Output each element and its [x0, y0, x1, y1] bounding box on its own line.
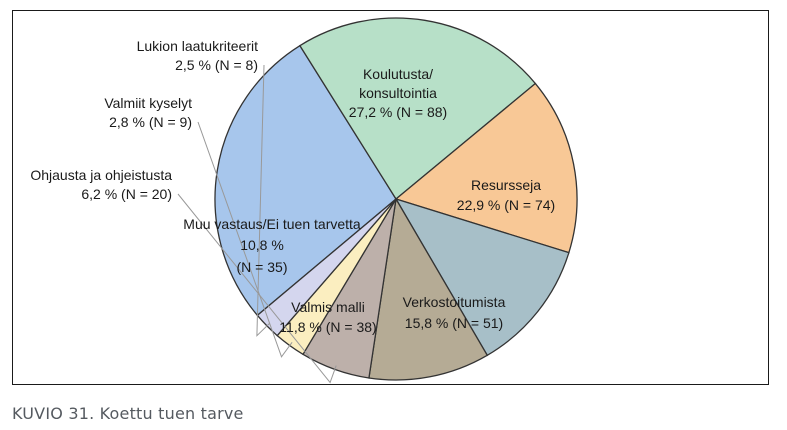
- slice-value-5: 6,2 % (N = 20): [81, 186, 172, 202]
- leader-line-7: [256, 64, 271, 337]
- slice-value-1: 22,9 % (N = 74): [457, 197, 555, 213]
- figure-caption: KUVIO 31. Koettu tuen tarve: [12, 404, 244, 423]
- slice-label-4-0: Muu vastaus/Ei tuen tarvetta: [183, 216, 361, 232]
- slice-label-2-0: Verkostoitumista: [403, 294, 506, 310]
- slice-value-0: 27,2 % (N = 88): [349, 104, 447, 120]
- slice-label-0-1: konsultointia: [359, 85, 437, 101]
- pie-slice-0: [214, 44, 397, 317]
- pie-slice-1: [298, 17, 537, 200]
- slice-value-6: 2,8 % (N = 9): [109, 114, 192, 130]
- slice-value-3: 11,8 % (N = 38): [279, 319, 376, 335]
- slice-label-7-0: Lukion laatukriteerit: [137, 38, 259, 54]
- slice-value-2: 15,8 % (N = 51): [405, 315, 503, 331]
- slice-label-1-0: Resursseja: [471, 177, 541, 193]
- slice-value-7: 2,5 % (N = 8): [175, 57, 258, 73]
- leader-line-5: [177, 193, 337, 384]
- pie-slice-4: [368, 197, 489, 381]
- slice-label-6-0: Valmiit kyselyt: [104, 95, 192, 111]
- slice-label-3-0: Valmis malli: [291, 299, 365, 315]
- slice-label-0-0: Koulutusta/: [363, 66, 433, 82]
- pie-slice-2: [394, 82, 578, 254]
- pie-chart: Koulutusta/konsultointia 27,2 % (N = 88) R…: [30, 17, 578, 384]
- slice-label-5-0: Ohjausta ja ohjeistusta: [30, 167, 172, 183]
- slice-label-4-1: 10,8 %: [240, 237, 284, 253]
- leader-line-6: [197, 121, 293, 358]
- slice-value-4: (N = 35): [237, 259, 288, 275]
- pie-slice-3: [394, 197, 570, 357]
